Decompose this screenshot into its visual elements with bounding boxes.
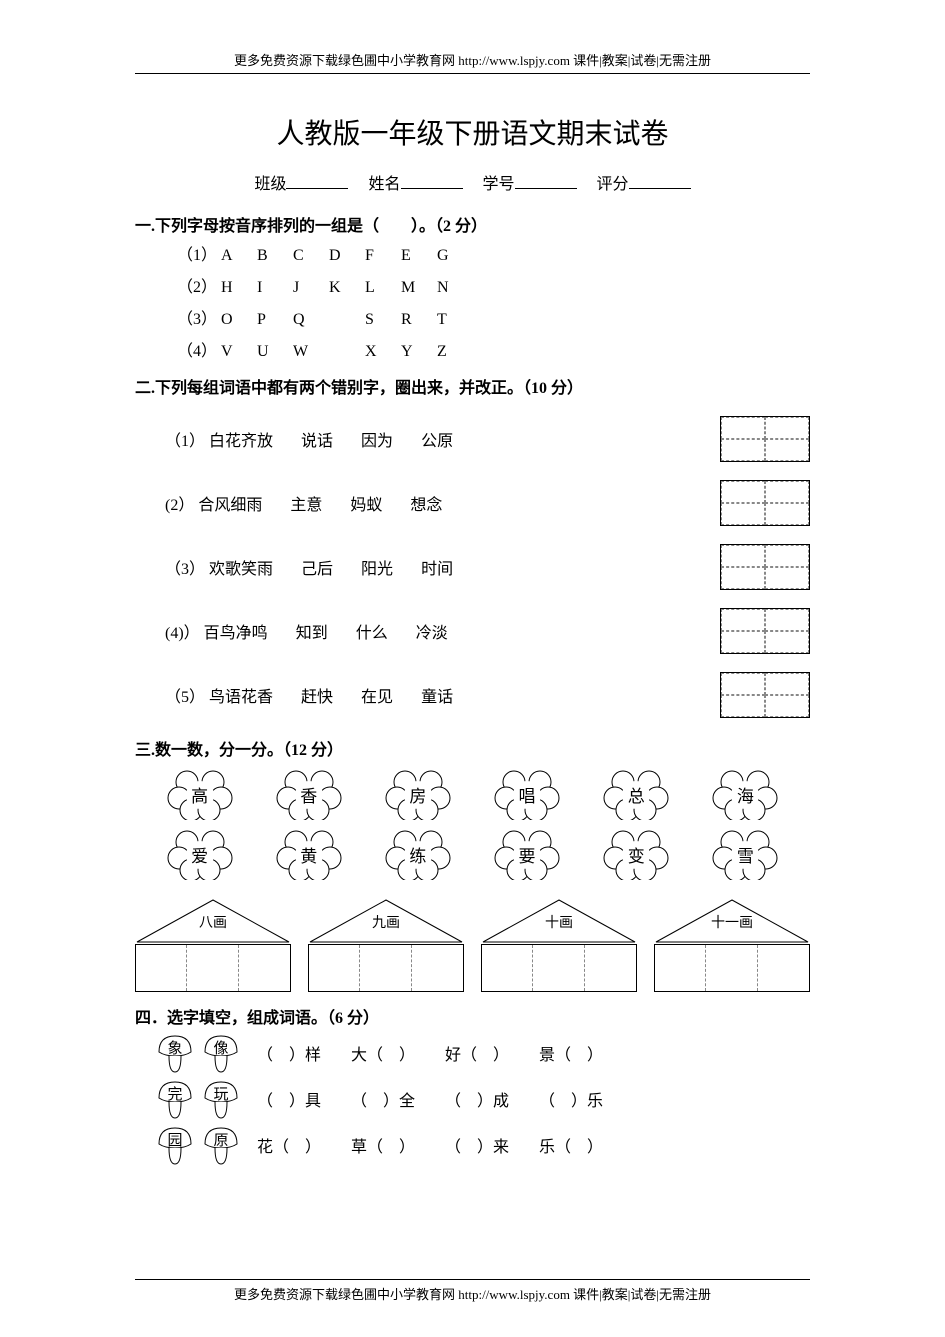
choice-mushroom: 原 bbox=[201, 1124, 241, 1166]
blank-score[interactable] bbox=[629, 171, 691, 189]
q4-head: 四．选字填空，组成词语。（6 分） bbox=[135, 1004, 810, 1028]
q2-body: （1） 白花齐放说话因为公原 (2） 合风细雨主意妈蚁想念 （3） 欢歌笑雨己后阳光… bbox=[135, 416, 810, 718]
stroke-house: 十一画 bbox=[654, 898, 810, 992]
q1-row: （2） HIJKLMN bbox=[177, 272, 810, 304]
house-label: 八画 bbox=[135, 912, 291, 932]
stroke-house: 八画 bbox=[135, 898, 291, 992]
char-cloud: 唱 bbox=[494, 768, 560, 820]
q3-head: 三.数一数，分一分。（12 分） bbox=[135, 736, 810, 760]
blank-id[interactable] bbox=[515, 171, 577, 189]
q1-row: （4） VUWXYZ bbox=[177, 336, 810, 368]
page-footer: 更多免费资源下载绿色圃中小学教育网 http://www.lspjy.com 课… bbox=[135, 1275, 810, 1303]
info-line: 班级 姓名 学号 评分 bbox=[135, 170, 810, 194]
label-name: 姓名 bbox=[368, 176, 400, 193]
label-class: 班级 bbox=[254, 176, 286, 193]
choice-mushroom: 玩 bbox=[201, 1078, 241, 1120]
char-cloud: 练 bbox=[385, 828, 451, 880]
answer-grid[interactable] bbox=[720, 480, 810, 526]
q4-words: （ ）样大（ ）好（ ）景（ ） bbox=[257, 1041, 810, 1065]
q2-row: （5） 鸟语花香赶快在见童话 bbox=[165, 672, 810, 718]
label-id: 学号 bbox=[483, 176, 515, 193]
house-label: 十画 bbox=[481, 912, 637, 932]
char-cloud: 爱 bbox=[167, 828, 233, 880]
q2-row: (2） 合风细雨主意妈蚁想念 bbox=[165, 480, 810, 526]
header-rule bbox=[135, 73, 810, 74]
char-cloud: 雪 bbox=[712, 828, 778, 880]
label-score: 评分 bbox=[597, 176, 629, 193]
q4-words: （ ）具（ ）全（ ）成（ ）乐 bbox=[257, 1087, 810, 1111]
q2-row: （3） 欢歌笑雨己后阳光时间 bbox=[165, 544, 810, 590]
q1-head: 一.下列字母按音序排列的一组是（ ）。（2 分） bbox=[135, 212, 810, 236]
house-body[interactable] bbox=[481, 944, 637, 992]
q4-body: 象 像（ ）样大（ ）好（ ）景（ ） 完 玩（ ）具（ ）全（ ）成（ ）乐 … bbox=[135, 1032, 810, 1166]
stroke-house: 九画 bbox=[308, 898, 464, 992]
house-roof: 九画 bbox=[308, 898, 464, 944]
house-roof: 十一画 bbox=[654, 898, 810, 944]
page-header-text: 更多免费资源下载绿色圃中小学教育网 http://www.lspjy.com 课… bbox=[135, 50, 810, 69]
choice-mushroom: 象 bbox=[155, 1032, 195, 1074]
house-label: 九画 bbox=[308, 912, 464, 932]
house-body[interactable] bbox=[308, 944, 464, 992]
house-body[interactable] bbox=[654, 944, 810, 992]
choice-mushroom: 像 bbox=[201, 1032, 241, 1074]
char-cloud: 黄 bbox=[276, 828, 342, 880]
house-row: 八画 九画 十画 十一画 bbox=[135, 898, 810, 992]
choice-mushroom: 园 bbox=[155, 1124, 195, 1166]
q4-row: 象 像 （ ）样大（ ）好（ ）景（ ） bbox=[155, 1032, 810, 1074]
blank-name[interactable] bbox=[401, 171, 463, 189]
footer-rule bbox=[135, 1279, 810, 1280]
q1-row: （3） OPQSRT bbox=[177, 304, 810, 336]
page-footer-text: 更多免费资源下载绿色圃中小学教育网 http://www.lspjy.com 课… bbox=[135, 1284, 810, 1303]
q4-row: 完 玩 （ ）具（ ）全（ ）成（ ）乐 bbox=[155, 1078, 810, 1120]
answer-grid[interactable] bbox=[720, 608, 810, 654]
char-cloud: 总 bbox=[603, 768, 669, 820]
q2-words: (2） 合风细雨主意妈蚁想念 bbox=[165, 491, 720, 515]
cloud-row-2: 爱 黄 练 要 bbox=[145, 828, 800, 880]
house-roof: 八画 bbox=[135, 898, 291, 944]
char-cloud: 高 bbox=[167, 768, 233, 820]
q1-row: （1） ABCDFEG bbox=[177, 240, 810, 272]
answer-grid[interactable] bbox=[720, 544, 810, 590]
char-cloud: 香 bbox=[276, 768, 342, 820]
exam-title: 人教版一年级下册语文期末试卷 bbox=[135, 112, 810, 152]
q4-row: 园 原花（ ）草（ ）（ ）来乐（ ） bbox=[155, 1124, 810, 1166]
blank-class[interactable] bbox=[286, 171, 348, 189]
char-cloud: 要 bbox=[494, 828, 560, 880]
q2-row: （1） 白花齐放说话因为公原 bbox=[165, 416, 810, 462]
q1-body: （1） ABCDFEG（2） HIJKLMN（3） OPQSRT（4） VUWX… bbox=[177, 240, 810, 368]
char-cloud: 变 bbox=[603, 828, 669, 880]
q2-words: (4)） 百鸟净鸣知到什么冷淡 bbox=[165, 619, 720, 643]
q4-words: 花（ ）草（ ）（ ）来乐（ ） bbox=[257, 1133, 810, 1157]
choice-mushroom: 完 bbox=[155, 1078, 195, 1120]
answer-grid[interactable] bbox=[720, 672, 810, 718]
house-label: 十一画 bbox=[654, 912, 810, 932]
q2-words: （3） 欢歌笑雨己后阳光时间 bbox=[165, 555, 720, 579]
page: 更多免费资源下载绿色圃中小学教育网 http://www.lspjy.com 课… bbox=[0, 0, 945, 1337]
house-body[interactable] bbox=[135, 944, 291, 992]
q2-words: （5） 鸟语花香赶快在见童话 bbox=[165, 683, 720, 707]
q2-words: （1） 白花齐放说话因为公原 bbox=[165, 427, 720, 451]
char-cloud: 房 bbox=[385, 768, 451, 820]
q2-head: 二.下列每组词语中都有两个错别字，圈出来，并改正。（10 分） bbox=[135, 374, 810, 398]
char-cloud: 海 bbox=[712, 768, 778, 820]
q2-row: (4)） 百鸟净鸣知到什么冷淡 bbox=[165, 608, 810, 654]
house-roof: 十画 bbox=[481, 898, 637, 944]
stroke-house: 十画 bbox=[481, 898, 637, 992]
answer-grid[interactable] bbox=[720, 416, 810, 462]
cloud-row-1: 高 香 房 唱 bbox=[145, 768, 800, 820]
